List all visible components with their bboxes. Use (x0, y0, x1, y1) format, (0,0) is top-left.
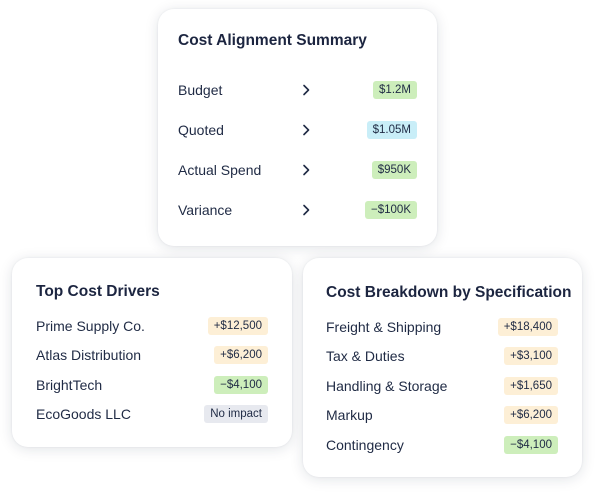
row-label: Contingency (326, 437, 404, 453)
chevron-right-icon[interactable] (299, 83, 313, 97)
value-badge: −$4,100 (214, 376, 268, 394)
summary-row-variance[interactable]: Variance −$100K (158, 198, 437, 222)
cost-breakdown-card: Cost Breakdown by Specification Freight … (303, 258, 582, 477)
row-label: Freight & Shipping (326, 319, 442, 335)
value-badge: +$18,400 (497, 318, 558, 336)
top-cost-drivers-card: Top Cost Drivers Prime Supply Co. +$12,5… (12, 258, 292, 447)
row-label: Variance (178, 202, 233, 218)
row-label: Prime Supply Co. (36, 318, 145, 334)
card-title: Cost Breakdown by Specification (326, 284, 572, 301)
driver-row-atlas-distribution: Atlas Distribution +$6,200 (12, 343, 292, 367)
value-badge: No impact (204, 405, 268, 423)
row-label: Markup (326, 407, 373, 423)
value-badge: +$1,650 (504, 377, 558, 395)
row-label: Tax & Duties (326, 348, 405, 364)
row-label: EcoGoods LLC (36, 406, 131, 422)
summary-row-actual-spend[interactable]: Actual Spend $950K (158, 158, 437, 182)
summary-row-quoted[interactable]: Quoted $1.05M (158, 118, 437, 142)
summary-row-budget[interactable]: Budget $1.2M (158, 78, 437, 102)
breakdown-row-tax: Tax & Duties +$3,100 (303, 344, 582, 368)
breakdown-row-handling: Handling & Storage +$1,650 (303, 374, 582, 398)
value-badge: $950K (371, 161, 417, 179)
value-badge: +$6,200 (504, 406, 558, 424)
card-title: Cost Alignment Summary (178, 32, 367, 49)
breakdown-row-freight: Freight & Shipping +$18,400 (303, 315, 582, 339)
value-badge: $1.2M (373, 81, 417, 99)
value-badge: +$3,100 (504, 347, 558, 365)
driver-row-prime-supply: Prime Supply Co. +$12,500 (12, 314, 292, 338)
row-label: Atlas Distribution (36, 347, 142, 363)
driver-row-brighttech: BrightTech −$4,100 (12, 373, 292, 397)
breakdown-row-contingency: Contingency −$4,100 (303, 433, 582, 457)
driver-row-ecogoods: EcoGoods LLC No impact (12, 402, 292, 426)
row-label: Budget (178, 82, 223, 98)
card-title: Top Cost Drivers (36, 283, 160, 300)
row-label: BrightTech (36, 377, 103, 393)
value-badge: −$4,100 (504, 436, 558, 454)
value-badge: +$6,200 (214, 346, 268, 364)
row-label: Handling & Storage (326, 378, 448, 394)
cost-alignment-summary-card: Cost Alignment Summary Budget $1.2M Quot… (158, 9, 437, 246)
row-label: Quoted (178, 122, 224, 138)
value-badge: +$12,500 (207, 317, 268, 335)
value-badge: $1.05M (366, 121, 417, 139)
row-label: Actual Spend (178, 162, 262, 178)
breakdown-row-markup: Markup +$6,200 (303, 403, 582, 427)
value-badge: −$100K (365, 201, 417, 219)
chevron-right-icon[interactable] (299, 123, 313, 137)
chevron-right-icon[interactable] (299, 203, 313, 217)
chevron-right-icon[interactable] (299, 163, 313, 177)
